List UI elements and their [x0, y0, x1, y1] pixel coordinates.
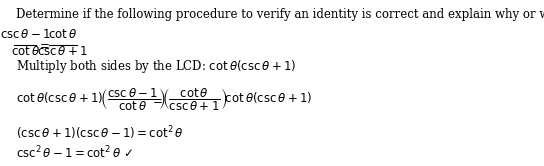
Text: $\cot\theta(\csc\theta + 1)\!\left(\dfrac{\csc\theta - 1}{\cot\theta}\right)$: $\cot\theta(\csc\theta + 1)\!\left(\dfra…	[16, 86, 166, 112]
Text: $=$: $=$	[38, 38, 50, 51]
Text: $\csc^2\theta - 1 = \cot^2\theta\ \checkmark$: $\csc^2\theta - 1 = \cot^2\theta\ \check…	[16, 145, 133, 162]
Text: $(\csc\theta + 1)(\csc\theta - 1) = \cot^2\theta$: $(\csc\theta + 1)(\csc\theta - 1) = \cot…	[16, 125, 183, 142]
Text: $\csc\theta + 1$: $\csc\theta + 1$	[37, 45, 88, 58]
Text: Multiply both sides by the LCD: $\cot\theta(\csc\theta + 1)$: Multiply both sides by the LCD: $\cot\th…	[16, 58, 296, 75]
Text: $\cot\theta$: $\cot\theta$	[48, 28, 77, 41]
Text: $\csc\theta - 1$: $\csc\theta - 1$	[0, 28, 51, 41]
Text: $\cot\theta$: $\cot\theta$	[11, 45, 40, 58]
Text: $=$: $=$	[150, 93, 163, 106]
Text: $\left(\dfrac{\cot\theta}{\csc\theta + 1}\right)\!\cot\theta(\csc\theta + 1)$: $\left(\dfrac{\cot\theta}{\csc\theta + 1…	[162, 86, 312, 112]
Text: Determine if the following procedure to verify an identity is correct and explai: Determine if the following procedure to …	[16, 8, 544, 21]
